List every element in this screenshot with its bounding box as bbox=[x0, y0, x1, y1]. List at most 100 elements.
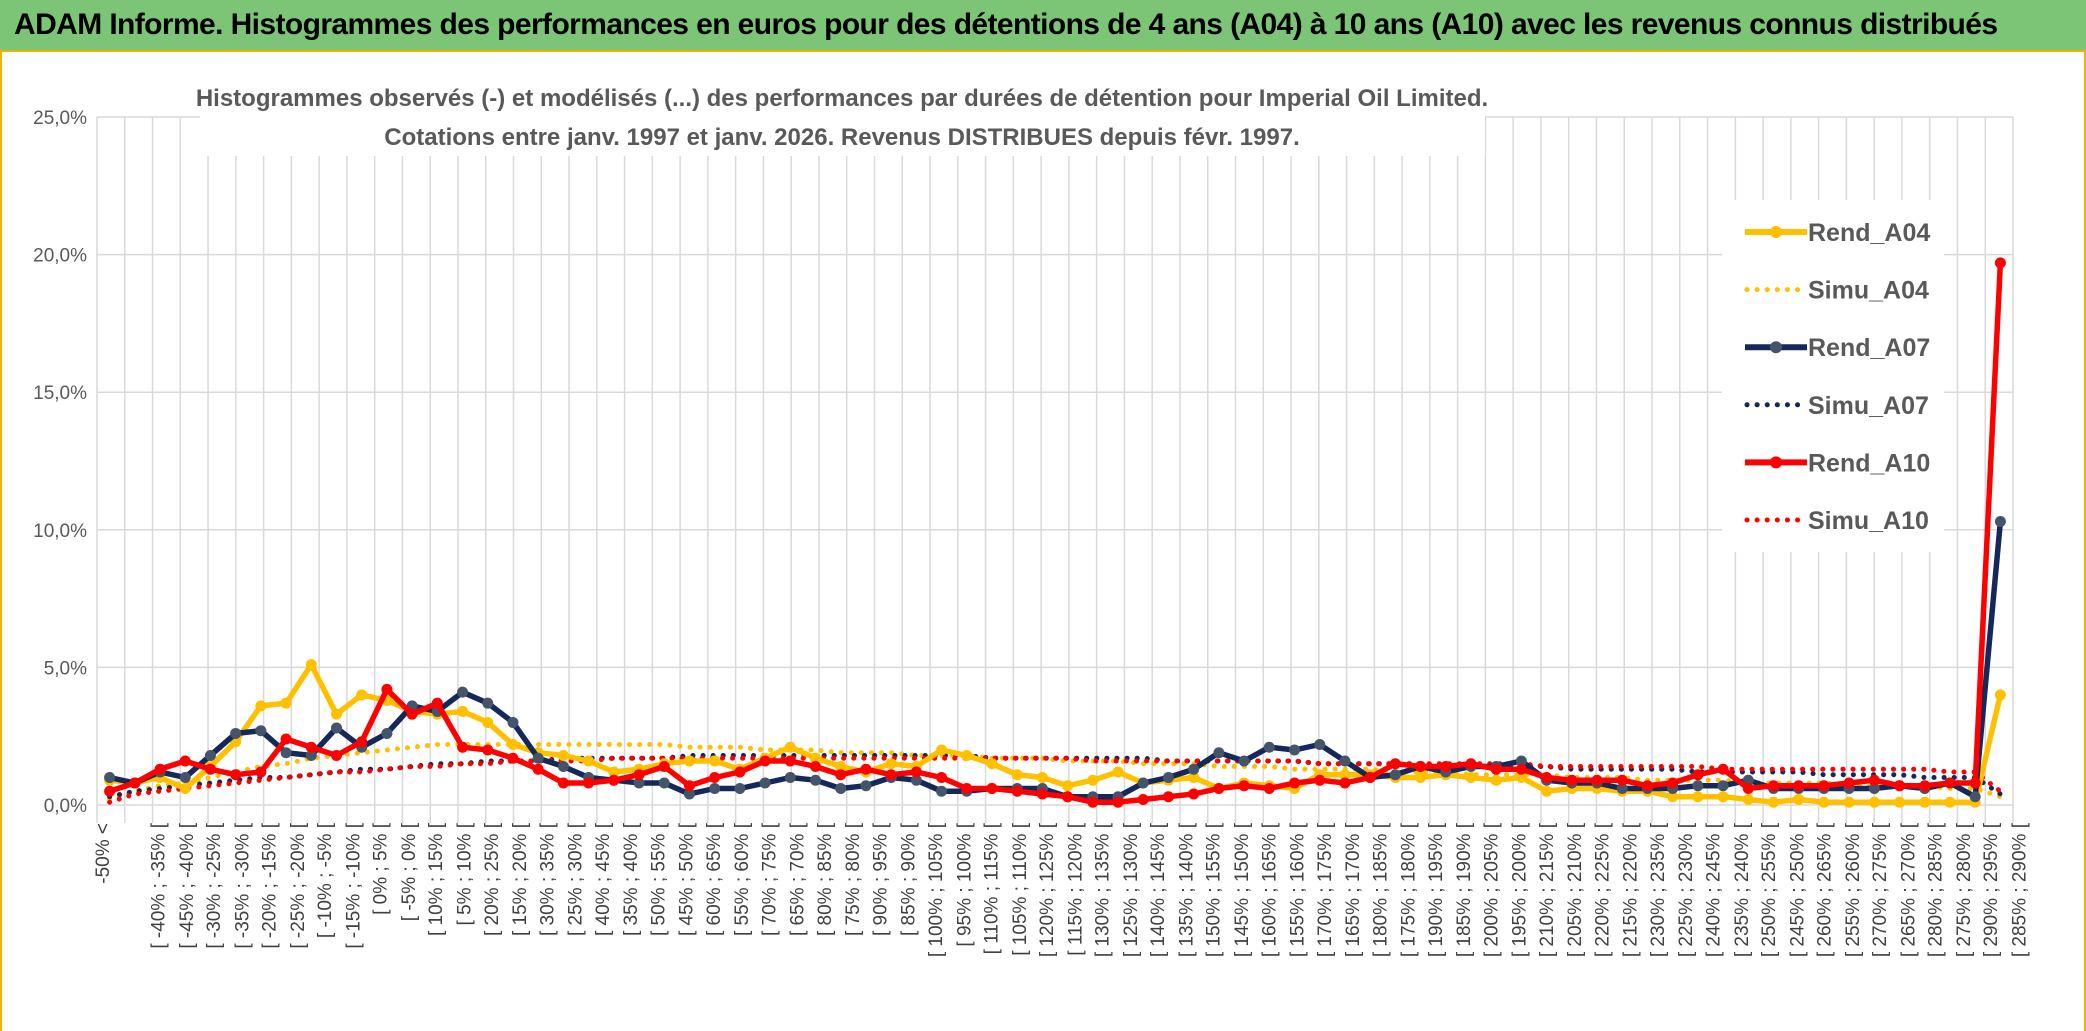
x-tick-label: [ 30% ; 35% [ bbox=[537, 822, 558, 936]
data-point-rend-a10 bbox=[1011, 785, 1023, 797]
x-tick-label: [ 40% ; 45% [ bbox=[593, 822, 614, 936]
data-point-rend-a07 bbox=[1263, 741, 1275, 753]
x-tick-label: [ 70% ; 75% [ bbox=[759, 822, 780, 936]
x-tick-label: [ 245% ; 250% [ bbox=[1787, 822, 1808, 957]
data-point-rend-a07 bbox=[1994, 516, 2006, 528]
data-point-rend-a04 bbox=[1188, 771, 1200, 783]
x-tick-label: [ 180% ; 185% [ bbox=[1370, 822, 1391, 957]
data-point-rend-a07 bbox=[1969, 791, 1981, 803]
data-point-rend-a10 bbox=[1793, 780, 1805, 792]
data-point-rend-a04 bbox=[1515, 771, 1527, 783]
data-point-rend-a10 bbox=[179, 755, 191, 767]
data-point-rend-a07 bbox=[658, 777, 670, 789]
x-tick-label: [ 185% ; 190% [ bbox=[1454, 822, 1475, 957]
data-point-rend-a10 bbox=[280, 733, 292, 745]
x-tick-label: [ -45% ; -40% [ bbox=[177, 822, 198, 948]
x-tick-label: [ 290% ; 295% [ bbox=[1981, 822, 2002, 957]
data-point-rend-a07 bbox=[936, 785, 948, 797]
x-tick-label: [ -35% ; -30% [ bbox=[232, 822, 253, 948]
data-point-rend-a07 bbox=[1616, 782, 1628, 794]
x-tick-label: [ 215% ; 220% [ bbox=[1621, 822, 1642, 957]
data-point-rend-a10 bbox=[1213, 782, 1225, 794]
x-tick-label: [ 35% ; 40% [ bbox=[621, 822, 642, 936]
data-point-rend-a10 bbox=[1515, 763, 1527, 775]
data-point-rend-a04 bbox=[305, 659, 317, 671]
data-series bbox=[104, 257, 2006, 808]
data-point-rend-a10 bbox=[1742, 782, 1754, 794]
data-point-rend-a10 bbox=[1490, 763, 1502, 775]
x-tick-label: [ 60% ; 65% [ bbox=[704, 822, 725, 936]
data-point-rend-a04 bbox=[1415, 771, 1427, 783]
data-point-rend-a04 bbox=[1944, 796, 1956, 808]
data-point-rend-a04 bbox=[1011, 769, 1023, 781]
data-point-rend-a10 bbox=[734, 766, 746, 778]
data-point-rend-a04 bbox=[179, 782, 191, 794]
report-title: ADAM Informe. Histogrammes des performan… bbox=[14, 8, 1998, 41]
data-point-rend-a10 bbox=[255, 766, 267, 778]
x-tick-label: [ 110% ; 115% [ bbox=[982, 822, 1003, 954]
x-tick-label: [ 170% ; 175% [ bbox=[1315, 822, 1336, 957]
data-point-rend-a10 bbox=[129, 777, 141, 789]
data-point-rend-a07 bbox=[1692, 780, 1704, 792]
data-point-rend-a10 bbox=[885, 769, 897, 781]
data-point-rend-a07 bbox=[683, 788, 695, 800]
x-tick-label: [ 145% ; 150% [ bbox=[1232, 822, 1253, 957]
data-point-rend-a07 bbox=[532, 752, 544, 764]
data-point-rend-a10 bbox=[1843, 777, 1855, 789]
legend-background bbox=[1722, 200, 1944, 552]
data-point-rend-a04 bbox=[608, 766, 620, 778]
data-point-rend-a10 bbox=[457, 741, 469, 753]
data-point-rend-a07 bbox=[104, 771, 116, 783]
data-point-rend-a04 bbox=[936, 744, 948, 756]
data-point-rend-a04 bbox=[835, 760, 847, 772]
data-point-rend-a07 bbox=[557, 760, 569, 772]
legend-marker-rend-a10 bbox=[1770, 456, 1782, 469]
data-point-rend-a07 bbox=[1515, 755, 1527, 767]
data-point-rend-a10 bbox=[784, 755, 796, 767]
chart-frame bbox=[0, 52, 2086, 1031]
data-point-rend-a10 bbox=[230, 769, 242, 781]
x-tick-label: [ 150% ; 155% [ bbox=[1204, 822, 1225, 957]
x-tick-label: [ 20% ; 25% [ bbox=[482, 822, 503, 936]
x-tick-label: [ 230% ; 235% [ bbox=[1648, 822, 1669, 957]
x-tick-label: [ 240% ; 245% [ bbox=[1704, 822, 1725, 957]
data-point-rend-a10 bbox=[759, 755, 771, 767]
data-point-rend-a10 bbox=[1868, 774, 1880, 786]
data-point-rend-a10 bbox=[356, 736, 368, 748]
legend-marker-rend-a07 bbox=[1770, 341, 1782, 354]
data-point-rend-a10 bbox=[1137, 793, 1149, 805]
data-point-rend-a10 bbox=[1667, 777, 1679, 789]
data-point-rend-a10 bbox=[431, 697, 443, 709]
data-point-rend-a04 bbox=[683, 755, 695, 767]
x-tick-label: [ 85% ; 90% [ bbox=[899, 822, 920, 936]
data-point-rend-a10 bbox=[1087, 796, 1099, 808]
data-point-rend-a10 bbox=[104, 785, 116, 797]
title-background bbox=[200, 74, 1485, 156]
data-point-rend-a04 bbox=[482, 716, 494, 728]
data-point-rend-a10 bbox=[1818, 780, 1830, 792]
series-line-rend-a10 bbox=[108, 262, 2004, 805]
x-tick-label: [ 65% ; 70% [ bbox=[788, 822, 809, 936]
data-point-rend-a04 bbox=[1465, 771, 1477, 783]
data-point-rend-a10 bbox=[1692, 769, 1704, 781]
x-tick-label: [ 280% ; 285% [ bbox=[1926, 822, 1947, 957]
x-tick-label: [ 255% ; 260% [ bbox=[1843, 822, 1864, 957]
data-point-rend-a10 bbox=[1364, 771, 1376, 783]
data-point-rend-a04 bbox=[557, 749, 569, 761]
data-point-rend-a07 bbox=[860, 780, 872, 792]
x-tick-label: [ 265% ; 270% [ bbox=[1898, 822, 1919, 957]
data-point-rend-a04 bbox=[1793, 793, 1805, 805]
x-tick-label: [ 90% ; 95% [ bbox=[871, 822, 892, 936]
data-point-rend-a04 bbox=[1541, 785, 1553, 797]
data-point-rend-a10 bbox=[331, 749, 342, 761]
data-point-rend-a07 bbox=[1137, 777, 1149, 789]
data-point-rend-a07 bbox=[1162, 771, 1174, 783]
data-point-rend-a04 bbox=[1339, 769, 1351, 781]
legend-label-rend-a10: Rend_A10 bbox=[1808, 449, 1930, 477]
data-point-rend-a10 bbox=[1641, 780, 1653, 792]
data-point-rend-a10 bbox=[1263, 782, 1275, 794]
data-point-rend-a10 bbox=[810, 760, 821, 772]
y-tick-label: 0,0% bbox=[44, 796, 87, 817]
data-point-rend-a10 bbox=[1566, 774, 1578, 786]
data-point-rend-a10 bbox=[305, 741, 317, 753]
